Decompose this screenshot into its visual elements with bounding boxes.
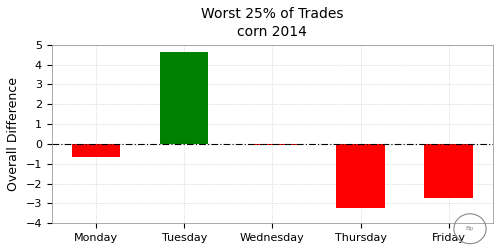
Text: Bp: Bp <box>466 226 474 231</box>
Bar <box>72 144 120 157</box>
Bar <box>336 144 385 208</box>
Bar <box>248 144 296 145</box>
Y-axis label: Overall Difference: Overall Difference <box>7 77 20 191</box>
Bar <box>424 144 473 198</box>
Title: Worst 25% of Trades
corn 2014: Worst 25% of Trades corn 2014 <box>201 7 344 39</box>
Bar <box>160 52 208 144</box>
